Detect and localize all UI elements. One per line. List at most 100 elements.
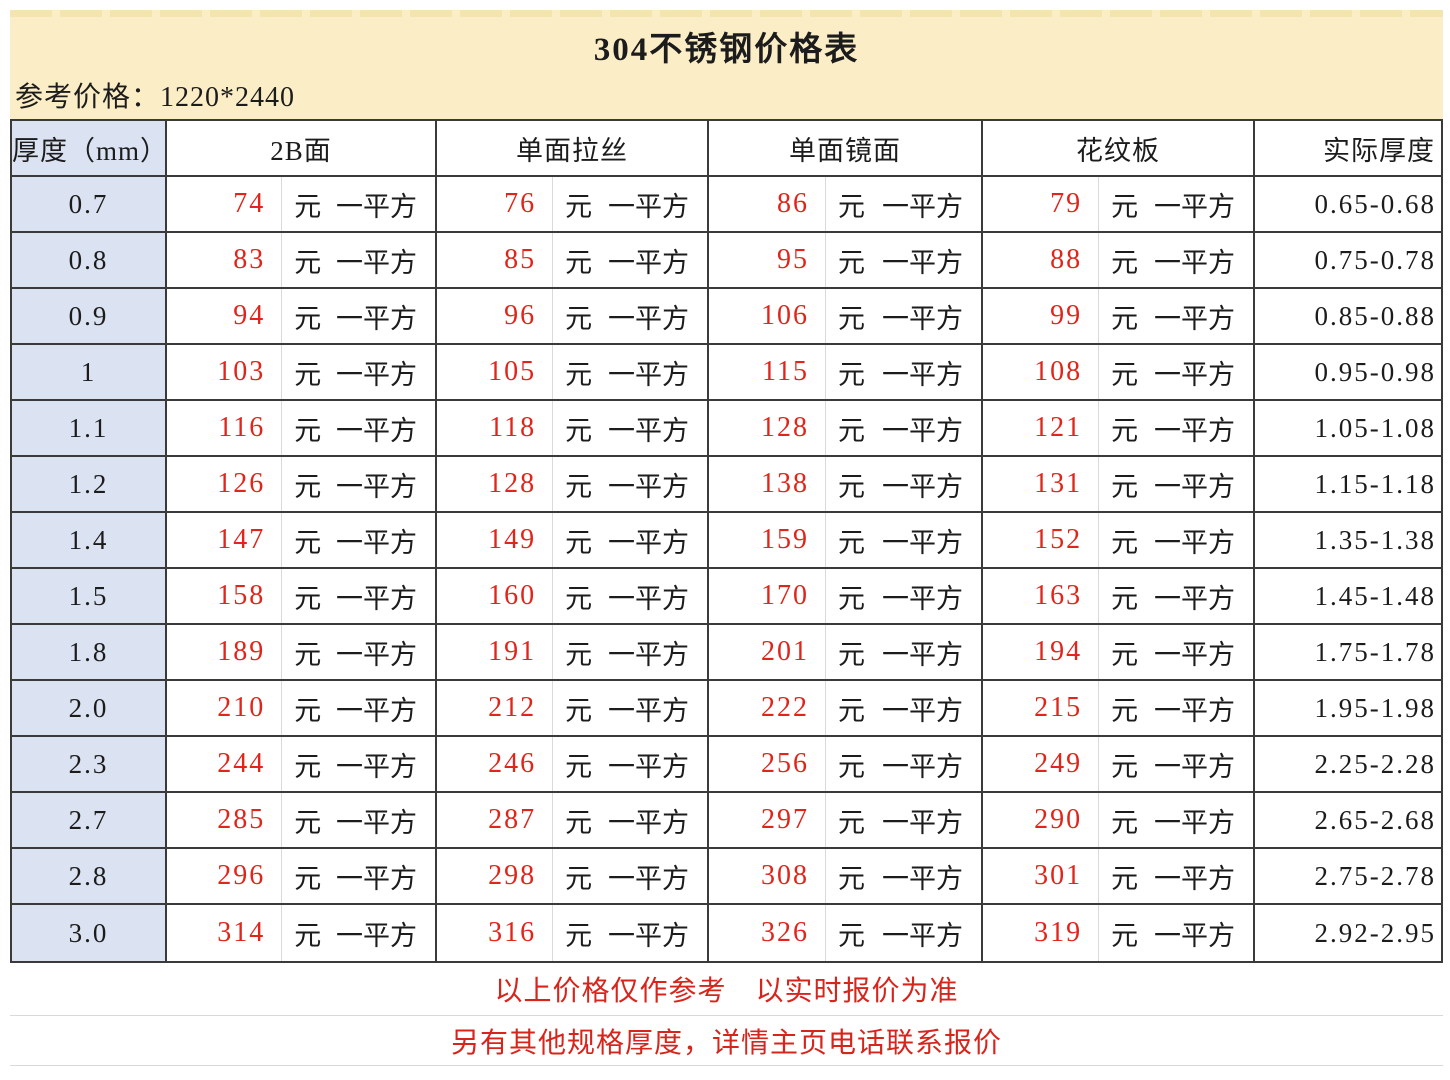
price-value-checkered: 301 — [983, 849, 1100, 903]
price-cell-2b: 74 元 一平方 — [167, 177, 437, 231]
price-value-brushed: 160 — [437, 569, 554, 623]
price-value-checkered: 194 — [983, 625, 1100, 679]
unit-per-sqm-label: 一平方 — [608, 191, 689, 222]
unit-yuan-label: 元 — [565, 303, 593, 334]
unit-per-sqm-label: 一平方 — [608, 247, 689, 278]
price-cell-brushed: 105 元 一平方 — [437, 345, 709, 399]
unit-per-sqm-label: 一平方 — [336, 920, 417, 951]
price-value-brushed: 298 — [437, 849, 554, 903]
unit-per-sqm-label: 一平方 — [882, 920, 963, 951]
thickness-cell: 2.3 — [12, 737, 167, 791]
price-value-checkered: 88 — [983, 233, 1100, 287]
price-cell-2b: 103 元 一平方 — [167, 345, 437, 399]
unit-yuan-label: 元 — [1111, 527, 1139, 558]
unit-yuan-label: 元 — [294, 695, 322, 726]
price-value-checkered: 290 — [983, 793, 1100, 847]
thickness-cell: 2.0 — [12, 681, 167, 735]
unit-per-sqm-label: 一平方 — [1154, 527, 1235, 558]
unit-per-sqm-label: 一平方 — [1154, 583, 1235, 614]
header-mirror-surface: 单面镜面 — [709, 121, 983, 175]
unit-yuan-label: 元 — [565, 527, 593, 558]
price-value-2b: 94 — [167, 289, 283, 343]
unit-yuan-label: 元 — [837, 583, 865, 614]
price-table: 厚度（mm） 2B面 单面拉丝 单面镜面 花纹板 实际厚度 0.7 74 元 一… — [10, 119, 1443, 963]
unit-yuan-label: 元 — [837, 359, 865, 390]
price-value-2b: 158 — [167, 569, 283, 623]
unit-per-sqm-label: 一平方 — [336, 191, 417, 222]
unit-yuan-label: 元 — [294, 303, 322, 334]
unit-yuan-label: 元 — [1111, 807, 1139, 838]
price-cell-2b: 158 元 一平方 — [167, 569, 437, 623]
unit-per-sqm-label: 一平方 — [882, 863, 963, 894]
unit-per-sqm-label: 一平方 — [882, 303, 963, 334]
actual-thickness-cell: 1.95-1.98 — [1314, 692, 1436, 723]
table-row: 2.7 285 元 一平方 287 元 一平方 297 元 一平方 290 — [12, 793, 1441, 849]
price-value-mirror: 256 — [709, 737, 826, 791]
unit-per-sqm-label: 一平方 — [882, 247, 963, 278]
actual-thickness-cell: 1.75-1.78 — [1314, 636, 1436, 667]
unit-per-sqm-label: 一平方 — [608, 527, 689, 558]
header-checkered-plate: 花纹板 — [983, 121, 1255, 175]
price-value-mirror: 297 — [709, 793, 826, 847]
price-cell-checkered: 249 元 一平方 — [983, 737, 1255, 791]
unit-yuan-label: 元 — [565, 471, 593, 502]
price-value-checkered: 163 — [983, 569, 1100, 623]
actual-thickness-cell: 2.75-2.78 — [1314, 860, 1436, 891]
price-value-brushed: 191 — [437, 625, 554, 679]
unit-yuan-label: 元 — [837, 863, 865, 894]
decorative-dash-strip — [10, 10, 1443, 17]
unit-yuan-label: 元 — [565, 863, 593, 894]
unit-yuan-label: 元 — [565, 415, 593, 446]
price-cell-mirror: 95 元 一平方 — [709, 233, 983, 287]
unit-yuan-label: 元 — [565, 359, 593, 390]
thickness-cell: 2.7 — [12, 793, 167, 847]
price-cell-checkered: 79 元 一平方 — [983, 177, 1255, 231]
price-value-checkered: 319 — [983, 905, 1100, 961]
price-cell-checkered: 215 元 一平方 — [983, 681, 1255, 735]
header-2b-surface: 2B面 — [167, 121, 437, 175]
unit-per-sqm-label: 一平方 — [1154, 695, 1235, 726]
unit-yuan-label: 元 — [837, 527, 865, 558]
unit-yuan-label: 元 — [294, 920, 322, 951]
unit-yuan-label: 元 — [565, 583, 593, 614]
price-value-brushed: 118 — [437, 401, 554, 455]
price-cell-brushed: 287 元 一平方 — [437, 793, 709, 847]
table-row: 2.3 244 元 一平方 246 元 一平方 256 元 一平方 249 — [12, 737, 1441, 793]
price-cell-2b: 189 元 一平方 — [167, 625, 437, 679]
price-value-2b: 126 — [167, 457, 283, 511]
unit-per-sqm-label: 一平方 — [882, 471, 963, 502]
unit-per-sqm-label: 一平方 — [336, 471, 417, 502]
unit-per-sqm-label: 一平方 — [608, 863, 689, 894]
price-value-brushed: 246 — [437, 737, 554, 791]
price-cell-mirror: 308 元 一平方 — [709, 849, 983, 903]
actual-thickness-cell: 2.65-2.68 — [1314, 804, 1436, 835]
unit-per-sqm-label: 一平方 — [336, 527, 417, 558]
price-cell-2b: 83 元 一平方 — [167, 233, 437, 287]
price-cell-checkered: 108 元 一平方 — [983, 345, 1255, 399]
table-row: 2.0 210 元 一平方 212 元 一平方 222 元 一平方 215 — [12, 681, 1441, 737]
price-value-mirror: 138 — [709, 457, 826, 511]
unit-yuan-label: 元 — [1111, 863, 1139, 894]
price-cell-mirror: 326 元 一平方 — [709, 905, 983, 961]
thickness-cell: 2.8 — [12, 849, 167, 903]
actual-thickness-cell: 1.15-1.18 — [1314, 468, 1436, 499]
unit-yuan-label: 元 — [837, 920, 865, 951]
price-cell-2b: 314 元 一平方 — [167, 905, 437, 961]
price-cell-mirror: 201 元 一平方 — [709, 625, 983, 679]
thickness-cell: 0.7 — [12, 177, 167, 231]
table-body: 0.7 74 元 一平方 76 元 一平方 86 元 一平方 79 元 — [12, 177, 1441, 961]
price-value-brushed: 96 — [437, 289, 554, 343]
price-value-checkered: 249 — [983, 737, 1100, 791]
unit-per-sqm-label: 一平方 — [336, 863, 417, 894]
price-value-mirror: 159 — [709, 513, 826, 567]
unit-yuan-label: 元 — [565, 639, 593, 670]
unit-yuan-label: 元 — [294, 863, 322, 894]
unit-per-sqm-label: 一平方 — [1154, 191, 1235, 222]
price-value-brushed: 287 — [437, 793, 554, 847]
price-value-mirror: 128 — [709, 401, 826, 455]
table-row: 1.2 126 元 一平方 128 元 一平方 138 元 一平方 131 — [12, 457, 1441, 513]
unit-per-sqm-label: 一平方 — [1154, 639, 1235, 670]
price-cell-2b: 210 元 一平方 — [167, 681, 437, 735]
unit-yuan-label: 元 — [294, 527, 322, 558]
price-cell-mirror: 222 元 一平方 — [709, 681, 983, 735]
